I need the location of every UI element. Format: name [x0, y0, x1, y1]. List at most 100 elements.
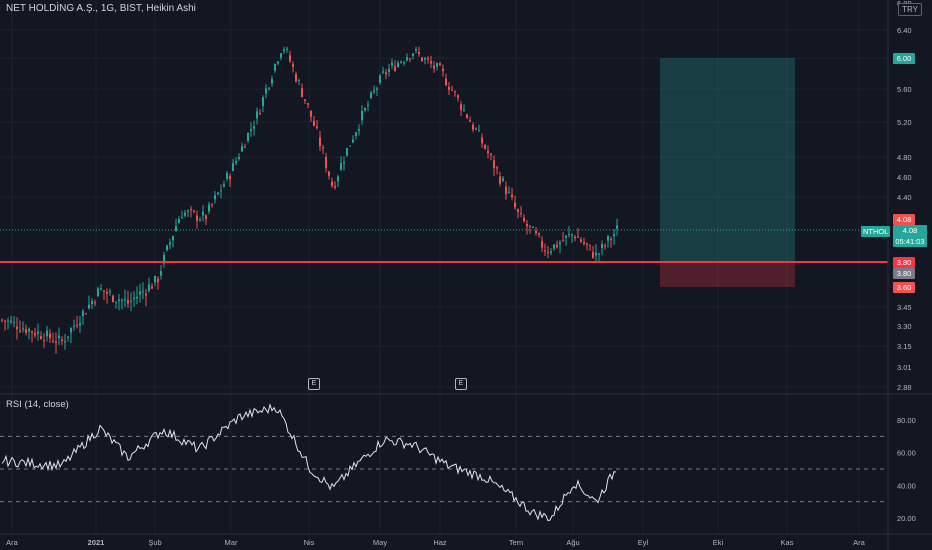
candle-body — [265, 88, 267, 94]
candle-body — [385, 72, 387, 75]
candle-body — [55, 341, 57, 343]
candle-body — [478, 130, 480, 132]
candle-body — [160, 271, 162, 276]
candle-body — [286, 48, 288, 50]
candle-body — [22, 328, 24, 330]
candle-body — [253, 126, 255, 129]
candle-body — [238, 157, 240, 160]
candle-body — [214, 195, 216, 200]
candle-body — [562, 240, 564, 242]
price-tick-label: 3.30 — [897, 322, 912, 331]
candle-body — [514, 202, 516, 208]
candle-body — [583, 242, 585, 244]
candle-body — [448, 86, 450, 90]
candle-body — [535, 231, 537, 234]
candle-body — [217, 192, 219, 195]
candle-body — [466, 114, 468, 118]
candle-body — [118, 299, 120, 301]
ticker-tag: NTHOL — [861, 226, 891, 237]
candle-body — [460, 104, 462, 111]
candle-body — [559, 242, 561, 245]
time-tick-label: Nis — [304, 538, 315, 547]
candle-body — [25, 329, 27, 333]
candle-body — [511, 194, 513, 197]
candle-body — [340, 163, 342, 170]
candle-body — [598, 253, 600, 255]
candle-body — [379, 75, 381, 83]
candle-body — [208, 204, 210, 212]
candle-body — [523, 217, 525, 222]
candle-body — [235, 161, 237, 163]
price-tick-label: 5.60 — [897, 85, 912, 94]
candle-body — [388, 68, 390, 72]
candle-body — [61, 339, 63, 342]
rsi-tick-label: 40.00 — [897, 481, 916, 490]
candle-body — [262, 97, 264, 106]
candle-body — [247, 133, 249, 141]
candle-body — [613, 234, 615, 237]
candle-body — [220, 190, 222, 192]
candle-body — [544, 250, 546, 252]
time-tick-label: Tem — [509, 538, 523, 547]
candle-body — [211, 204, 213, 206]
candle-body — [322, 147, 324, 149]
candle-body — [241, 146, 243, 152]
candle-body — [181, 217, 183, 219]
candle-body — [70, 328, 72, 333]
candle-body — [463, 109, 465, 111]
time-tick-label: Mar — [225, 538, 238, 547]
candle-body — [484, 145, 486, 149]
candle-body — [496, 167, 498, 169]
candle-body — [109, 291, 111, 293]
rsi-line — [1, 403, 617, 522]
time-tick-label: Şub — [148, 538, 161, 547]
candle-body — [421, 57, 423, 62]
candle-body — [331, 181, 333, 187]
candle-body — [349, 145, 351, 147]
candle-body — [487, 150, 489, 153]
time-tick-label: Ara — [853, 538, 866, 547]
upper-price-label: 4.08 — [893, 214, 915, 225]
rsi-tick-label: 60.00 — [897, 449, 916, 458]
candle-body — [586, 243, 588, 245]
candle-body — [538, 233, 540, 235]
time-tick-label: Ara — [6, 538, 19, 547]
time-tick-label: Haz — [433, 538, 447, 547]
candle-body — [547, 252, 549, 254]
candle-body — [58, 335, 60, 339]
candle-body — [52, 340, 54, 342]
candle-body — [4, 320, 6, 322]
earnings-marker-nis[interactable]: E — [308, 378, 320, 390]
bar-countdown: 05:41:03 — [895, 237, 925, 246]
candle-body — [475, 128, 477, 130]
candle-body — [115, 301, 117, 303]
candle-body — [178, 219, 180, 224]
candle-body — [454, 91, 456, 93]
candle-body — [364, 108, 366, 111]
candle-body — [199, 219, 201, 221]
candle-body — [88, 304, 90, 309]
candle-body — [580, 239, 582, 242]
candle-body — [91, 300, 93, 304]
candle-body — [85, 313, 87, 315]
candle-body — [31, 331, 33, 333]
candle-body — [82, 311, 84, 317]
candle-body — [151, 286, 153, 289]
candle-body — [343, 162, 345, 164]
time-tick-label: Ağu — [566, 538, 579, 547]
candle-body — [373, 90, 375, 92]
candle-body — [334, 185, 336, 188]
candle-body — [154, 275, 156, 283]
candle-body — [352, 139, 354, 143]
candle-body — [187, 210, 189, 212]
candle-body — [367, 104, 369, 106]
candle-body — [76, 324, 78, 326]
earnings-marker-haz[interactable]: E — [455, 378, 467, 390]
currency-badge[interactable]: TRY — [898, 3, 922, 16]
candle-body — [346, 147, 348, 156]
candle-body — [280, 53, 282, 58]
candle-body — [124, 299, 126, 301]
candle-body — [43, 340, 45, 342]
target-price-label: 6.00 — [893, 53, 915, 64]
